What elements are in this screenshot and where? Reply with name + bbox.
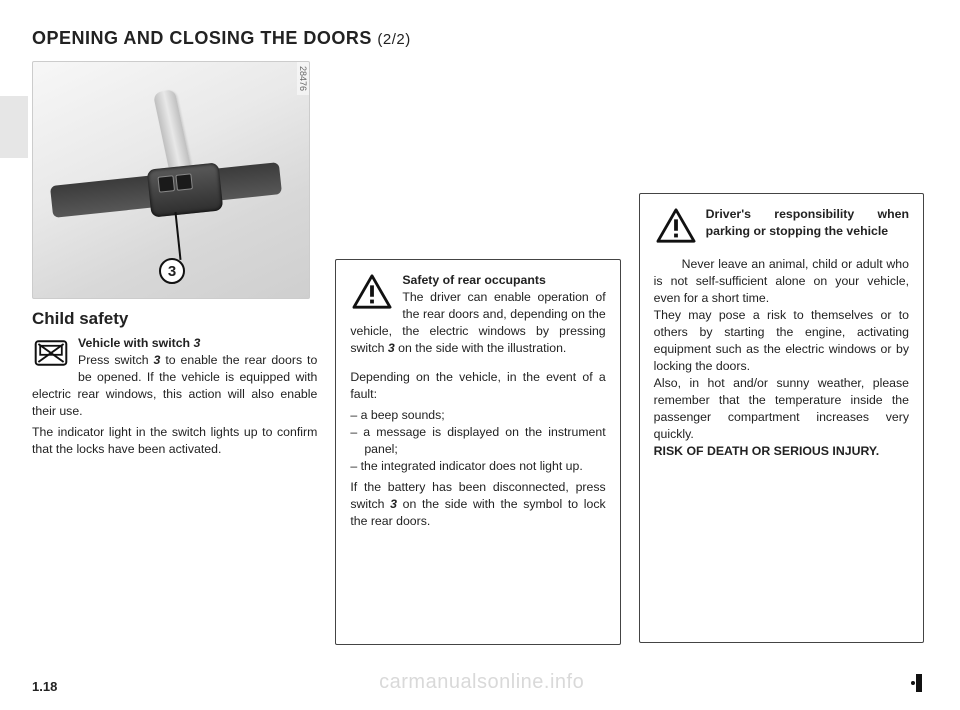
column-3: Driver's responsibility when parking or …: [639, 61, 924, 645]
spacer: [639, 61, 924, 193]
page-number: 1.18: [32, 679, 57, 694]
column-1: 28476 3 Child safety Vehicle with: [32, 61, 317, 645]
image-id-label: 28476: [297, 62, 309, 95]
door-switch-photo: 28476 3: [32, 61, 310, 299]
box2-p1b: on the side with the il­lustration.: [395, 341, 567, 355]
fault-list: a beep sounds; a message is displayed on…: [350, 407, 605, 475]
callout-3: 3: [159, 258, 185, 284]
child-safety-heading: Child safety: [32, 309, 317, 329]
warning-triangle-icon: [350, 272, 394, 312]
callout-leader: [174, 212, 181, 260]
manual-page: OPENING AND CLOSING THE DOORS (2/2) 2847…: [0, 0, 960, 710]
box2-title: Safety of rear occupants: [402, 273, 546, 287]
safety-rear-occupants-box: Safety of rear occupants The driver can …: [335, 259, 620, 645]
para-b: to enable the rear doors to be opened. I…: [32, 353, 317, 418]
window-switch-cluster: [147, 162, 224, 217]
title-main: OPENING AND CLOSING THE DOORS: [32, 28, 372, 48]
box2-p3: If the battery has been discon­nected, p…: [350, 479, 605, 530]
box3-p1: Never leave an animal, child or adult wh…: [654, 256, 909, 307]
list-item: the integrated indicator does not light …: [350, 458, 605, 475]
page-title: OPENING AND CLOSING THE DOORS (2/2): [32, 28, 924, 49]
column-2: Safety of rear occupants The driver can …: [335, 61, 620, 645]
watermark-text: carmanualsonline.info: [379, 671, 584, 694]
para-c: The indicator light in the switch lights…: [32, 425, 317, 456]
box3-title: Driver's responsibility when parking or …: [706, 207, 909, 238]
page-footer: 1.18 carmanualsonline.info: [32, 668, 924, 694]
warning-triangle-icon: [654, 206, 698, 246]
box3-p2: They may pose a risk to themselves or to…: [654, 307, 909, 375]
box3-p3: Also, in hot and/or sunny weather, pleas…: [654, 375, 909, 443]
list-item: a message is displayed on the in­strumen…: [350, 424, 605, 458]
lead-bold: Vehicle with switch 3: [78, 336, 200, 350]
box2-p2: Depending on the vehicle, in the event o…: [350, 369, 605, 403]
warning-header: Safety of rear occupants The driver can …: [350, 272, 605, 357]
window-crossed-icon: [32, 337, 70, 369]
warning-header: Driver's responsibility when parking or …: [654, 206, 909, 246]
box2-p1num: 3: [388, 341, 395, 355]
drivers-responsibility-box: Driver's responsibility when parking or …: [639, 193, 924, 643]
spacer: [335, 61, 620, 259]
corner-mark-icon: [906, 668, 924, 694]
para-a: Press switch: [78, 353, 154, 367]
box3-p4: RISK OF DEATH OR SERIOUS INJURY.: [654, 443, 909, 460]
title-sub: (2/2): [377, 31, 410, 48]
section-tab: [0, 96, 28, 158]
list-item: a beep sounds;: [350, 407, 605, 424]
child-safety-paragraph: Vehicle with switch 3 Press switch 3 to …: [32, 335, 317, 458]
content-columns: 28476 3 Child safety Vehicle with: [32, 61, 924, 645]
